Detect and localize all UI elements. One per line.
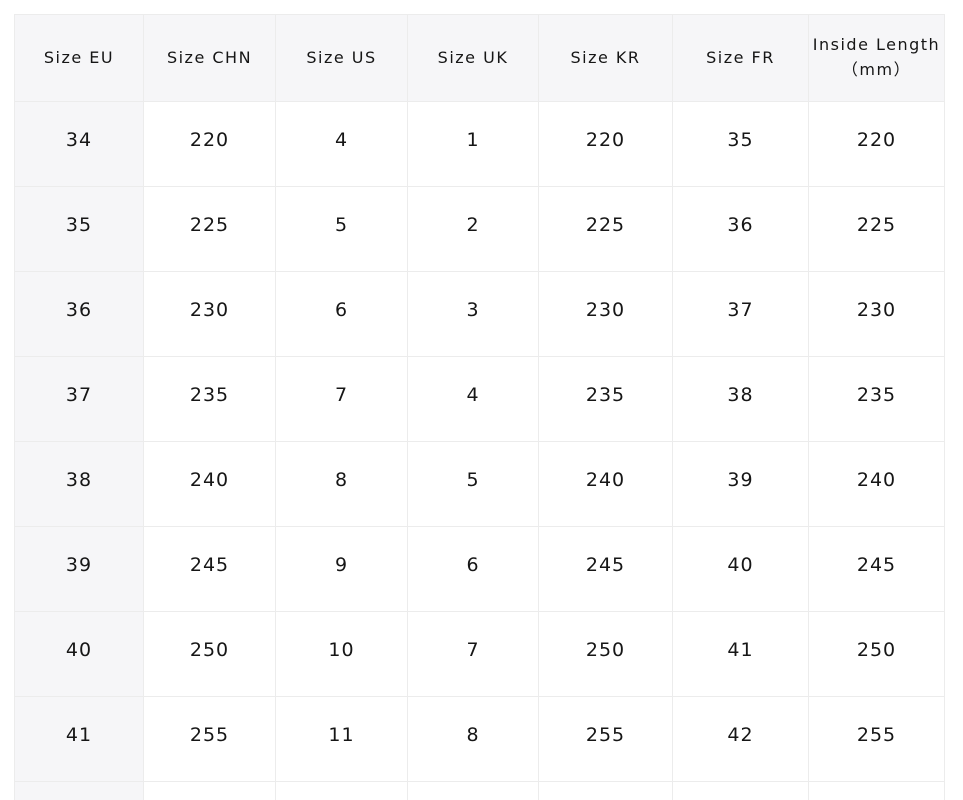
table-cell: 250: [538, 611, 673, 697]
table-cell: 6: [407, 526, 539, 612]
table-row: 40 250 10 7 250 41 250: [14, 611, 945, 697]
table-cell: 235: [143, 356, 276, 442]
table-row: 37 235 7 4 235 38 235: [14, 356, 945, 442]
table-row: 41 255 11 8 255 42 255: [14, 696, 945, 782]
table-cell: 4: [407, 356, 539, 442]
table-cell: 225: [538, 186, 673, 272]
table-cell: 8: [407, 696, 539, 782]
table-cell: 5: [275, 186, 408, 272]
size-chart-table: Size EU Size CHN Size US Size UK Size KR…: [14, 14, 945, 800]
table-cell: 235: [538, 356, 673, 442]
table-cell: 240: [143, 441, 276, 527]
table-cell: 230: [143, 271, 276, 357]
table-cell: 2: [407, 186, 539, 272]
table-cell: 250: [143, 611, 276, 697]
row-header-cell: 41: [14, 696, 144, 782]
table-row: 36 230 6 3 230 37 230: [14, 271, 945, 357]
row-header-cell: 35: [14, 186, 144, 272]
table-cell: 35: [672, 101, 809, 187]
table-cell: 220: [808, 101, 945, 187]
table-cell: 39: [672, 441, 809, 527]
row-header-cell: 42: [14, 781, 144, 800]
table-row: 34 220 4 1 220 35 220: [14, 101, 945, 187]
table-cell: 7: [407, 611, 539, 697]
table-row: 38 240 8 5 240 39 240: [14, 441, 945, 527]
table-cell: 240: [808, 441, 945, 527]
row-header-cell: 40: [14, 611, 144, 697]
table-cell: 40: [672, 526, 809, 612]
table-cell: 42: [672, 696, 809, 782]
table-cell: 4: [275, 101, 408, 187]
table-cell: 230: [538, 271, 673, 357]
table-cell: 230: [808, 271, 945, 357]
column-header-size-chn: Size CHN: [143, 14, 276, 102]
table-cell: /: [808, 781, 945, 800]
column-header-size-kr: Size KR: [538, 14, 673, 102]
table-row: 39 245 9 6 245 40 245: [14, 526, 945, 612]
table-cell: /: [143, 781, 276, 800]
table-cell: 1: [407, 101, 539, 187]
table-cell: 225: [143, 186, 276, 272]
table-cell: 12: [275, 781, 408, 800]
table-cell: 8: [275, 441, 408, 527]
column-header-size-us: Size US: [275, 14, 408, 102]
table-cell: 245: [538, 526, 673, 612]
table-cell: 10: [275, 611, 408, 697]
header-row: Size EU Size CHN Size US Size UK Size KR…: [14, 14, 945, 102]
table-cell: 220: [143, 101, 276, 187]
table-cell: /: [538, 781, 673, 800]
table-cell: 6: [275, 271, 408, 357]
table-cell: 37: [672, 271, 809, 357]
table-cell: 245: [808, 526, 945, 612]
column-header-size-eu: Size EU: [14, 14, 144, 102]
table-cell: 9: [275, 526, 408, 612]
table-cell: 3: [407, 271, 539, 357]
table-cell: 220: [538, 101, 673, 187]
table-cell: 7: [275, 356, 408, 442]
column-header-size-fr: Size FR: [672, 14, 809, 102]
row-header-cell: 39: [14, 526, 144, 612]
table-cell: 255: [538, 696, 673, 782]
row-header-cell: 36: [14, 271, 144, 357]
row-header-cell: 37: [14, 356, 144, 442]
table-cell: 255: [808, 696, 945, 782]
table-cell: 255: [143, 696, 276, 782]
table-cell: 43: [672, 781, 809, 800]
row-header-cell: 34: [14, 101, 144, 187]
table-cell: 41: [672, 611, 809, 697]
table-cell: 245: [143, 526, 276, 612]
column-header-inside-length: Inside Length （mm）: [808, 14, 945, 102]
table-cell: 250: [808, 611, 945, 697]
table-cell: 9: [407, 781, 539, 800]
table-cell: 11: [275, 696, 408, 782]
row-header-cell: 38: [14, 441, 144, 527]
table-cell: 240: [538, 441, 673, 527]
table-cell: 225: [808, 186, 945, 272]
table-cell: 36: [672, 186, 809, 272]
table-cell: 5: [407, 441, 539, 527]
column-header-size-uk: Size UK: [407, 14, 539, 102]
table-cell: 235: [808, 356, 945, 442]
table-cell: 38: [672, 356, 809, 442]
table-row: 42 / 12 9 / 43 /: [14, 781, 945, 800]
table-row: 35 225 5 2 225 36 225: [14, 186, 945, 272]
